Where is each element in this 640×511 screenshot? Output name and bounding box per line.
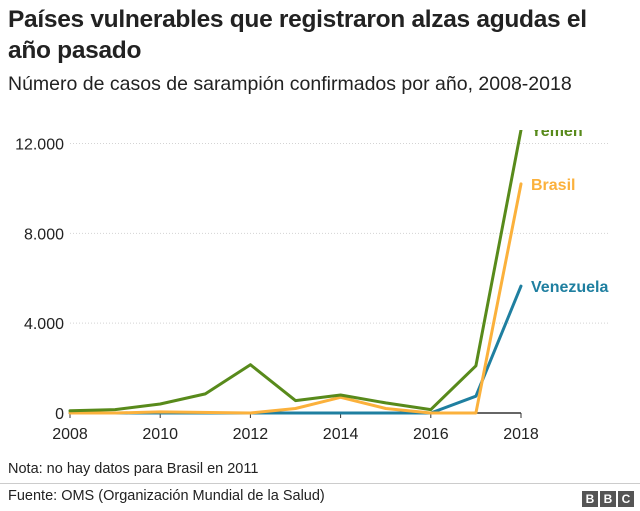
series-line-yemen <box>68 130 523 413</box>
chart-subtitle: Número de casos de sarampión confirmados… <box>8 73 572 95</box>
source-credit: Fuente: OMS (Organización Mundial de la … <box>8 488 325 504</box>
y-tick-label: 4.000 <box>24 316 64 333</box>
gridlines <box>70 142 610 324</box>
y-tick-label: 0 <box>55 406 64 423</box>
y-axis-tick-labels: 0 4.000 8.000 12.000 <box>15 136 64 423</box>
x-tick-label: 2010 <box>142 426 178 443</box>
series-label-venezuela: Venezuela <box>531 279 608 296</box>
series-line-brasil <box>68 182 523 415</box>
series-lines <box>68 130 523 415</box>
x-tick-label: 2014 <box>323 426 359 443</box>
bbc-logo: B B C <box>582 491 634 507</box>
x-tick-label: 2016 <box>413 426 449 443</box>
series-labels: Yemen Brasil Venezuela <box>531 130 608 296</box>
y-tick-label: 8.000 <box>24 226 64 243</box>
y-tick-label: 12.000 <box>15 136 64 153</box>
x-tick-label: 2012 <box>233 426 269 443</box>
series-label-brasil: Brasil <box>531 177 575 194</box>
bbc-logo-letter-b1: B <box>582 491 598 507</box>
bbc-logo-letter-b2: B <box>600 491 616 507</box>
footer-divider <box>0 483 640 484</box>
x-tick-label: 2018 <box>503 426 539 443</box>
chart-note: Nota: no hay datos para Brasil en 2011 <box>8 461 259 477</box>
chart-title: Países vulnerables que registraron alzas… <box>8 6 587 64</box>
bbc-logo-letter-c: C <box>618 491 634 507</box>
series-label-yemen: Yemen <box>531 130 583 140</box>
x-axis: 2008 2010 2012 2014 2016 2018 <box>52 412 539 443</box>
series-line-venezuela <box>68 284 523 415</box>
x-tick-label: 2008 <box>52 426 88 443</box>
